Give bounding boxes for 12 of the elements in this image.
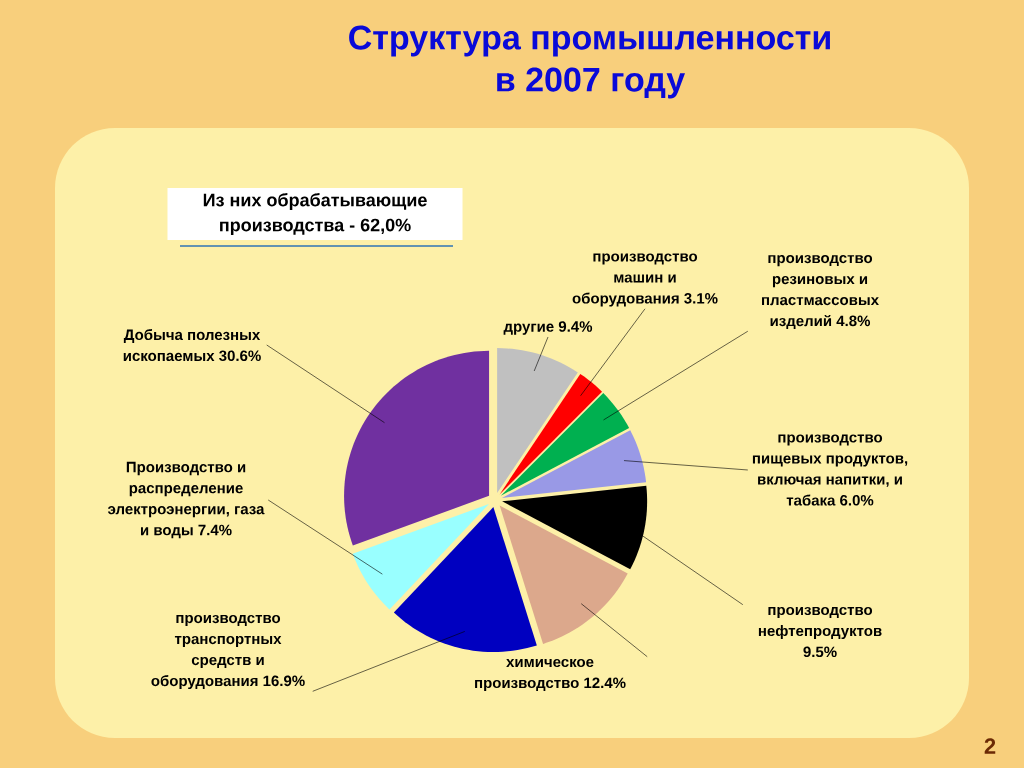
slice-label: производство нефтепродуктов 9.5%	[758, 606, 882, 658]
slice-label: производство машин и оборудования 3.1%	[572, 253, 718, 307]
slice-label: химическое производство 12.4%	[475, 658, 626, 692]
slice-label: производство транспортных средств и оборудования 16.9%	[151, 614, 305, 690]
slice-label: Добыча полезных ископаемых 30.6%	[123, 328, 261, 362]
slice-label: другие 9.4%	[503, 321, 593, 335]
slice-label: Производство и распределение электроэнергии, газа и воды 7.4%	[107, 461, 265, 539]
text: 2	[984, 738, 996, 754]
chart-title: Структура промышленности в 2007 году	[349, 25, 830, 99]
text: Из них обрабатывающие производства - 62,0%	[203, 193, 427, 235]
slice-label: производство пищевых продуктов, включая напитки, и табака 6.0%	[752, 434, 908, 506]
slice-label: производство резиновых и пластмассовых изделий 4.8%	[762, 254, 879, 330]
